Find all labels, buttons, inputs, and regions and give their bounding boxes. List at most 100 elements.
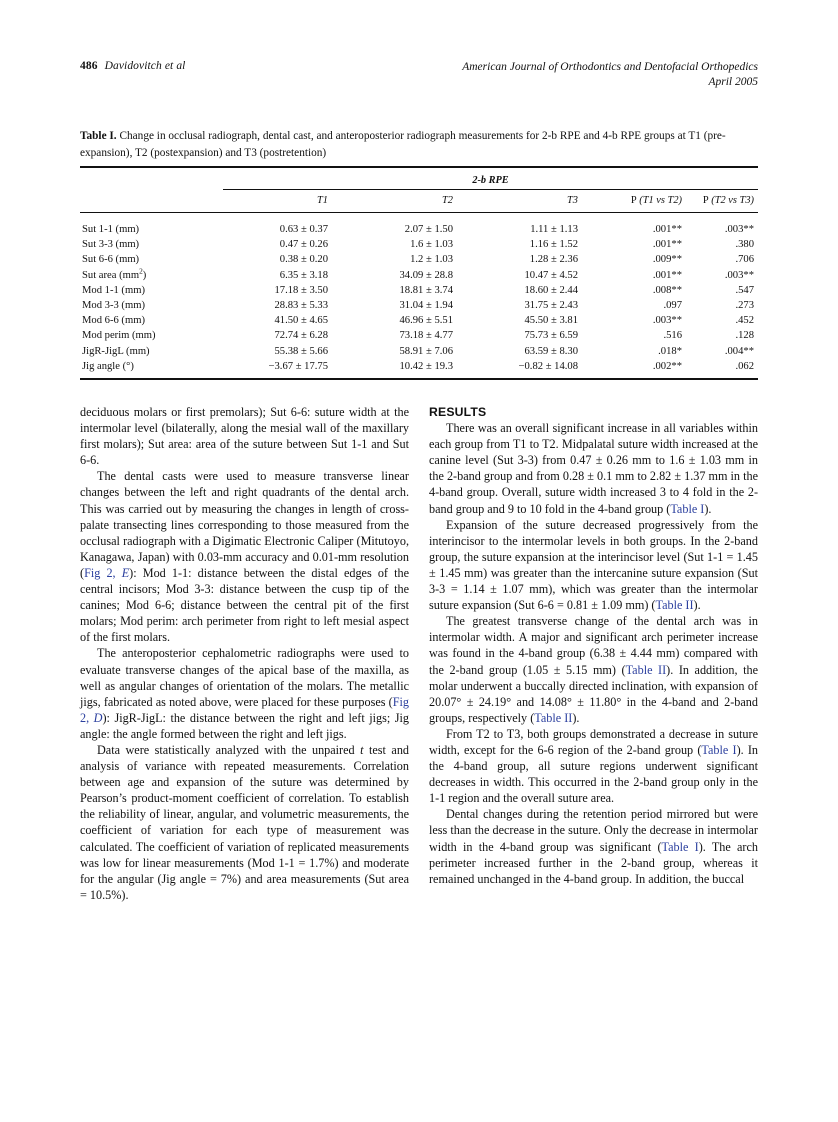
cell-p-t2-t3: .004** (724, 345, 754, 357)
cell-p-t1-t2: .001** (652, 224, 682, 235)
cell-p-t1-t2: .097 (663, 300, 682, 312)
table-link-table1[interactable]: Table I (661, 839, 699, 854)
row-label: Sut area (mm2) (82, 266, 147, 281)
paragraph-text: From T2 to T3, both groups demonstrated … (429, 726, 758, 757)
cell-t2: 73.18 ± 4.77 (399, 330, 454, 342)
column-header-blank (80, 190, 223, 213)
running-head-authors: Davidovitch et al (104, 60, 186, 72)
paragraph-text: ). The arch perimeter increased further … (429, 839, 758, 886)
row-label: Sut 1-1 (mm) (82, 224, 140, 235)
cell-t1: 0.63 ± 0.37 (279, 224, 328, 235)
cell-t3: 18.60 ± 2.44 (524, 284, 579, 296)
figure-link-fig2d[interactable]: Fig 2, D (80, 695, 409, 725)
table-row: Sut 6-6 (mm) 0.38 ± 0.20 1.2 ± 1.03 1.28 ± … (80, 252, 758, 267)
cell-t3: 75.73 ± 6.59 (524, 330, 579, 342)
column-header-t3: T3 (567, 195, 578, 206)
cell-t1: 6.35 ± 3.18 (279, 269, 328, 281)
paragraph-results-5: Dental changes during the retention peri… (429, 806, 758, 886)
cell-p-t2-t3: .062 (735, 360, 754, 372)
cell-t1: 17.18 ± 3.50 (274, 284, 329, 296)
paragraph-dental-casts: The dental casts were used to measure tr… (80, 468, 409, 645)
column-header-t1: T1 (317, 195, 328, 206)
table-link-table2[interactable]: Table II (625, 662, 667, 677)
cell-t3: 31.75 ± 2.43 (524, 300, 579, 312)
paragraph-text: test and analysis of variance with repea… (80, 742, 410, 902)
cell-p-t2-t3: .706 (735, 254, 754, 266)
cell-t2: 34.09 ± 28.8 (399, 269, 454, 281)
table-caption-text: Change in occlusal radiograph, dental ca… (80, 130, 726, 159)
cell-p-t1-t2: .001** (652, 269, 682, 281)
figure-link-label: Fig 2, (84, 565, 116, 580)
cell-t1: 41.50 ± 4.65 (274, 315, 329, 327)
figure-link-label: Fig 2, (80, 694, 409, 725)
table-row: Mod 6-6 (mm) 41.50 ± 4.65 46.96 ± 5.51 45.5… (80, 313, 758, 328)
table-link-table1[interactable]: Table I (701, 742, 737, 757)
cell-t3: 45.50 ± 3.81 (524, 315, 579, 327)
cell-p-t1-t2: .018* (658, 345, 682, 357)
row-label: Jig angle (°) (82, 360, 134, 372)
row-label: JigR-JigL (mm) (82, 345, 150, 357)
cell-p-t2-t3: .128 (735, 330, 754, 342)
paragraph-text: The greatest transverse change of the de… (429, 614, 758, 677)
table-link-table2[interactable]: Table II (534, 710, 573, 725)
column-header-p-t1-t2: P (T1 vs T2) (598, 190, 686, 213)
paragraph-text: ). In the 4-band group, all suture regio… (429, 742, 759, 806)
paragraph-text: ): Mod 1-1: distance between the distal … (80, 565, 409, 645)
p-range-2: (T2 vs T3) (711, 195, 754, 206)
paragraph-results-3: The greatest transverse change of the de… (429, 613, 758, 726)
table-label: Table I. (80, 130, 117, 142)
paragraph-text: Data were statistically analyzed with th… (97, 742, 355, 757)
cell-p-t2-t3: .003** (724, 269, 754, 281)
cell-t2: 18.81 ± 3.74 (399, 284, 454, 296)
row-label: Mod perim (mm) (82, 330, 156, 342)
cell-p-t1-t2: .003** (652, 315, 682, 327)
cell-p-t1-t2: .002** (652, 360, 682, 372)
cell-p-t1-t2: .008** (652, 284, 682, 296)
issue-date: April 2005 (708, 76, 758, 88)
table-rule-bottom (80, 378, 758, 382)
paragraph-text: ). (693, 598, 701, 613)
page-number: 486 (80, 60, 98, 72)
running-head: 486 Davidovitch et al American Journal of… (80, 60, 758, 90)
cell-p-t2-t3: .273 (735, 300, 754, 312)
cell-t3: −0.82 ± 14.08 (518, 360, 578, 372)
row-label: Sut 3-3 (mm) (82, 239, 140, 251)
paragraph-methods-suture: deciduous molars or first premolars); Su… (80, 405, 409, 468)
paragraph-text: ): JigR-JigL: the distance between the r… (80, 710, 410, 741)
figure-link-fig2e[interactable]: Fig 2, E (84, 566, 129, 580)
table-link-table1[interactable]: Table I (670, 501, 705, 516)
table-row: Mod 1-1 (mm) 17.18 ± 3.50 18.81 ± 3.74 18.6… (80, 283, 758, 298)
column-header-p-t2-t3: P (T2 vs T3) (686, 190, 758, 213)
table-row: Sut 1-1 (mm) 0.63 ± 0.37 2.07 ± 1.50 1.11 ±… (80, 217, 758, 237)
paragraph-text: Dental changes during the retention peri… (429, 807, 758, 854)
cell-t3: 1.16 ± 1.52 (529, 239, 578, 251)
cell-p-t2-t3: .452 (735, 315, 754, 327)
cell-t2: 58.91 ± 7.06 (399, 345, 454, 357)
row-label: Mod 6-6 (mm) (82, 315, 145, 327)
table-row: Sut 3-3 (mm) 0.47 ± 0.26 1.6 ± 1.03 1.16 ± … (80, 237, 758, 252)
table-row: Mod 3-3 (mm) 28.83 ± 5.33 31.04 ± 1.94 31.7… (80, 298, 758, 313)
running-head-left: 486 Davidovitch et al (80, 60, 185, 72)
paragraph-statistics: Data were statistically analyzed with th… (80, 742, 409, 903)
cell-t1: 0.38 ± 0.20 (279, 254, 328, 266)
paragraph-text: The anteroposterior cephalometric radiog… (80, 646, 409, 709)
cell-t3: 63.59 ± 8.30 (524, 345, 579, 357)
table-block: Table I. Change in occlusal radiograph, … (80, 128, 758, 382)
cell-p-t2-t3: .547 (735, 284, 754, 296)
table-link-table2[interactable]: Table II (655, 598, 694, 613)
table-column-header-row: T1 T2 T3 P (T1 vs T2) P (T2 vs T3) (80, 190, 758, 213)
paragraph-text: Expansion of the suture decreased progre… (429, 517, 758, 613)
cell-t1: 0.47 ± 0.26 (279, 239, 328, 251)
section-heading-results: RESULTS (429, 405, 487, 419)
statistic-symbol: t (360, 742, 364, 757)
table-body: Sut 1-1 (mm) 0.63 ± 0.37 2.07 ± 1.50 1.11 ±… (80, 217, 758, 374)
cell-p-t1-t2: .009** (652, 254, 682, 266)
cell-t2: 1.2 ± 1.03 (410, 254, 453, 266)
paragraph-ceph-radiographs: The anteroposterior cephalometric radiog… (80, 645, 409, 742)
cell-t2: 31.04 ± 1.94 (399, 300, 454, 312)
paragraph-text: There was an overall significant increas… (429, 421, 758, 516)
paragraph-text: ). (704, 501, 712, 516)
unit-superscript: 2 (139, 266, 143, 276)
paragraph-results-2: Expansion of the suture decreased progre… (429, 517, 758, 614)
